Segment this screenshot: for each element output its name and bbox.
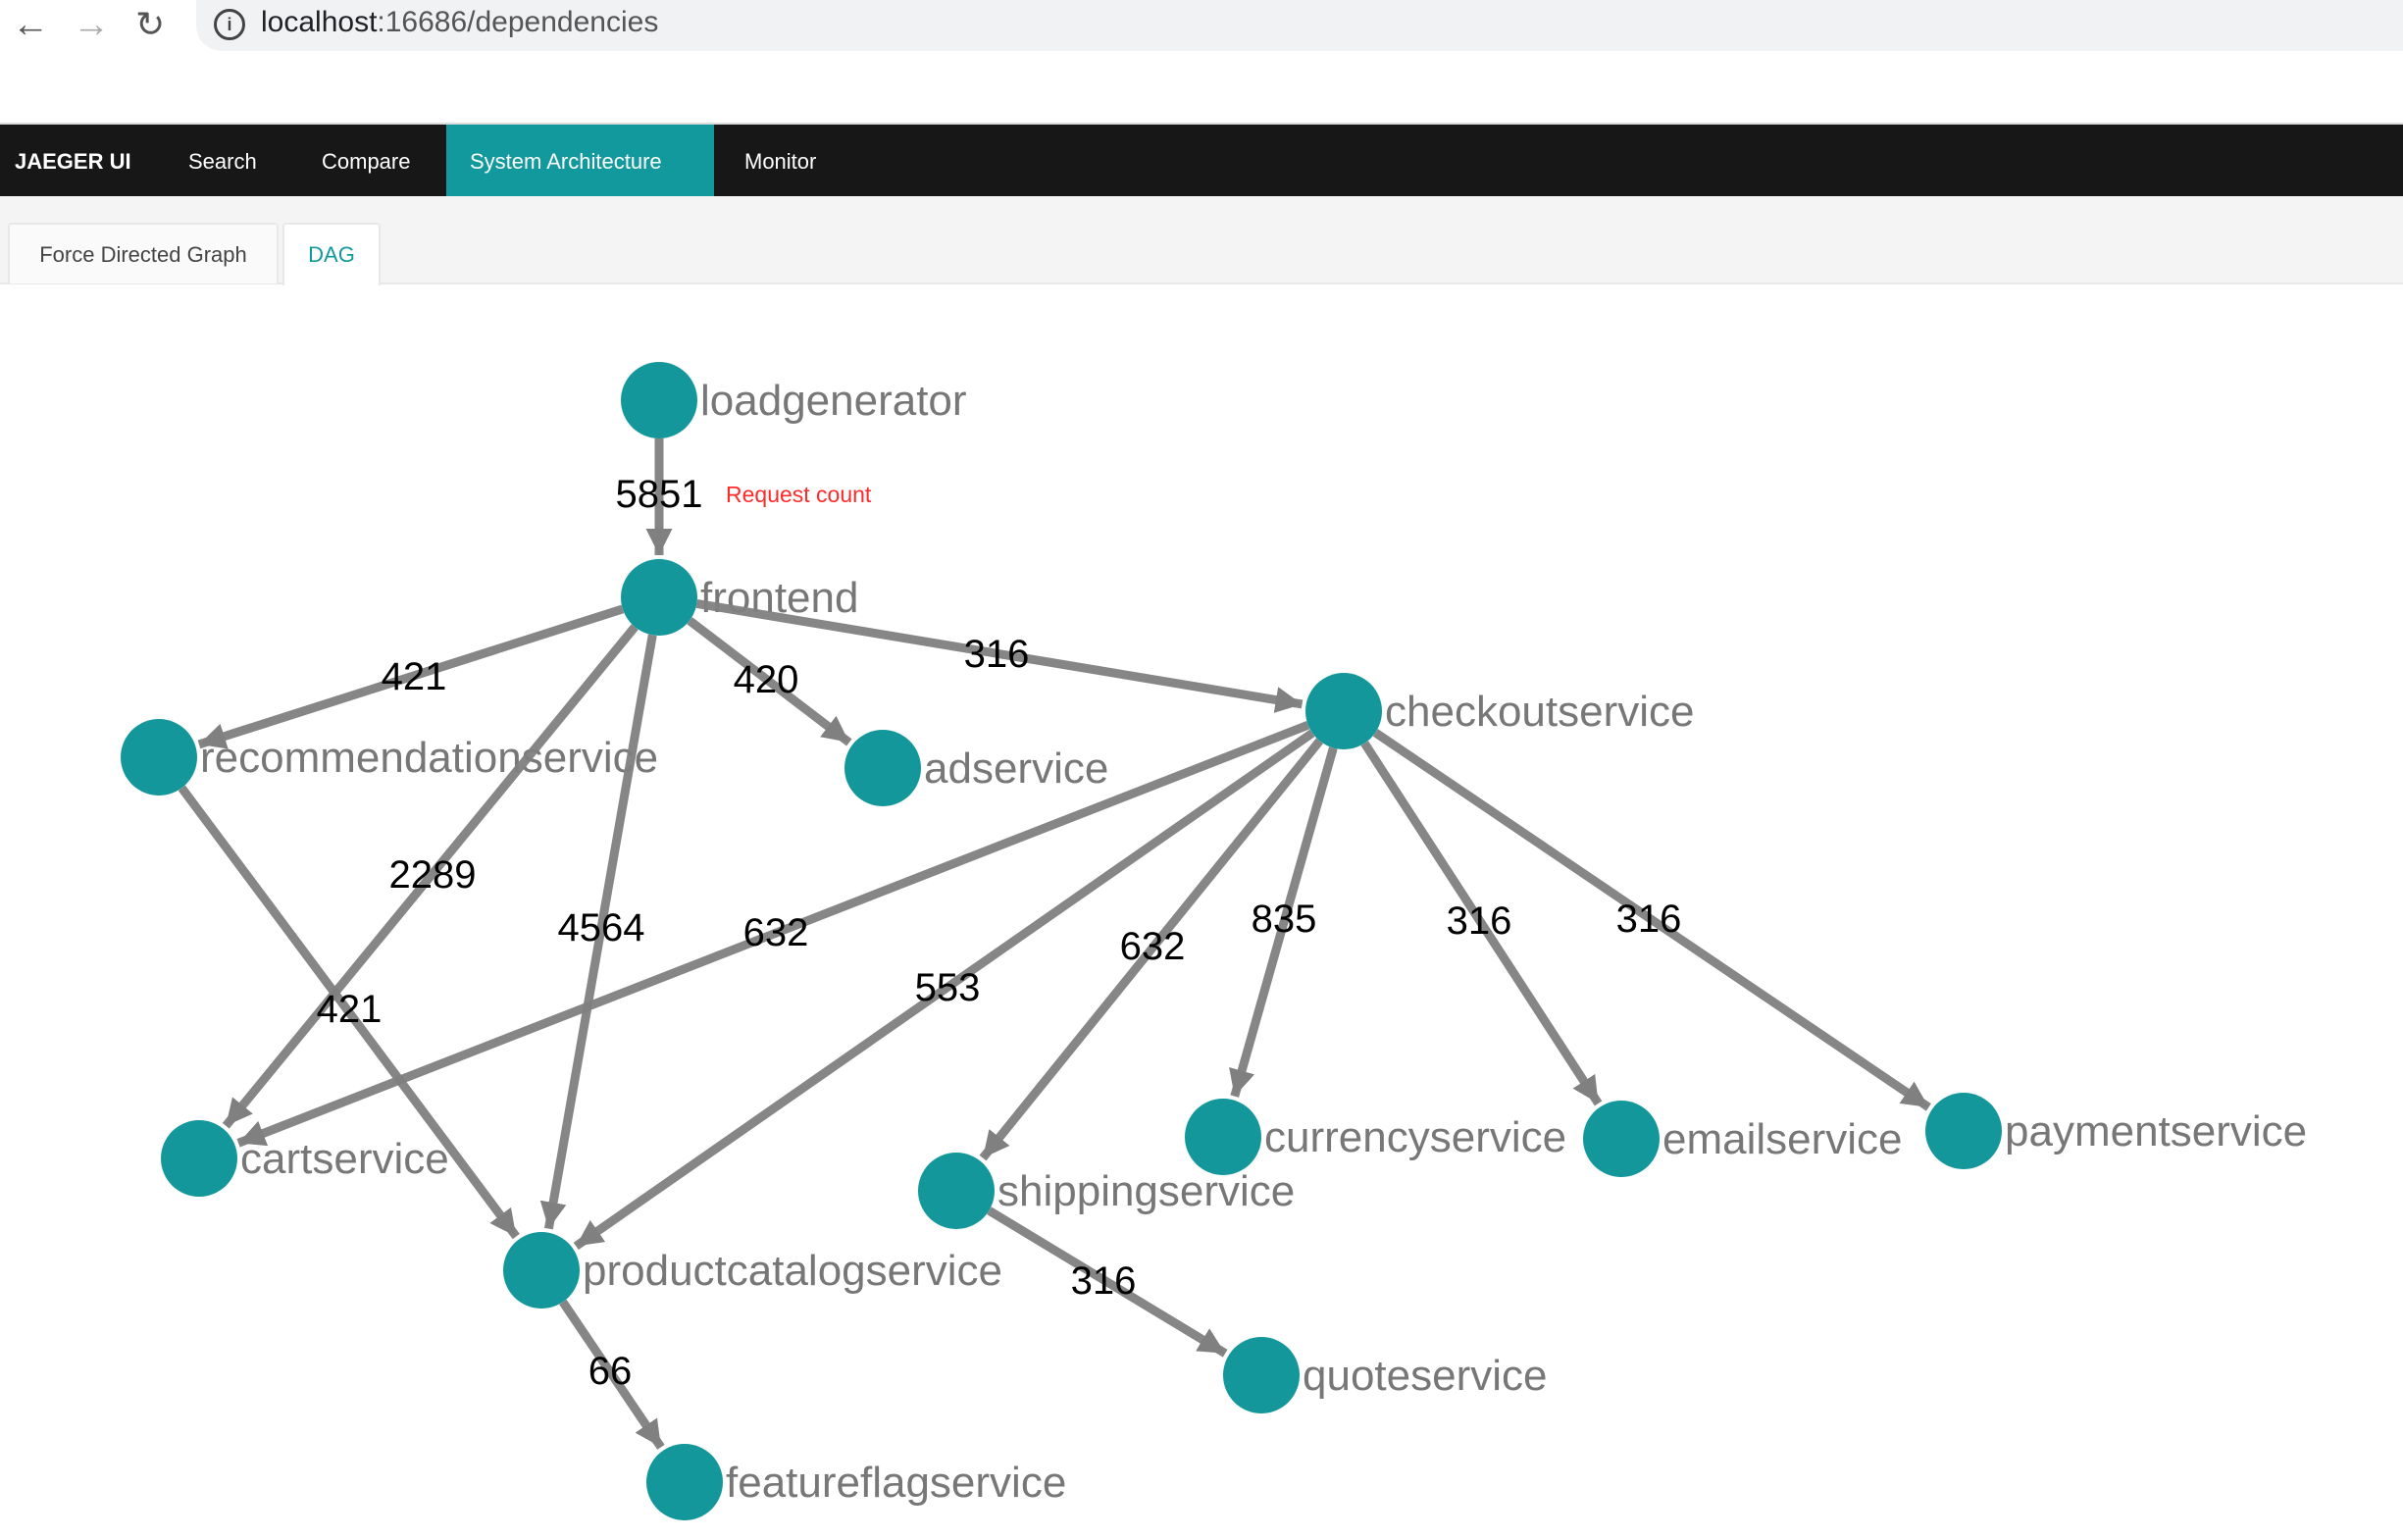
edge-count-label: 316: [1616, 898, 1682, 941]
edge-frontend-to-cartservice[interactable]: [222, 624, 639, 1129]
edge-count-label: 5851: [616, 473, 703, 516]
edge-count-label: 420: [734, 658, 799, 701]
url-host: localhost: [261, 6, 378, 38]
node-label-paymentservice: paymentservice: [2005, 1107, 2307, 1155]
edge-count-label: 632: [743, 911, 809, 954]
edge-count-label: 2289: [389, 853, 477, 897]
node-quoteservice[interactable]: [1223, 1337, 1300, 1413]
edge-count-label: 835: [1252, 898, 1317, 941]
node-paymentservice[interactable]: [1925, 1093, 2002, 1169]
node-label-featureflagservice: featureflagservice: [726, 1459, 1066, 1507]
tab-force-directed-graph[interactable]: Force Directed Graph: [8, 223, 279, 283]
node-emailservice[interactable]: [1583, 1101, 1660, 1177]
node-label-adservice: adservice: [924, 744, 1108, 793]
node-featureflagservice[interactable]: [646, 1444, 723, 1520]
edge-count-label: 316: [1447, 899, 1512, 943]
edge-checkoutservice-to-emailservice[interactable]: [1360, 741, 1603, 1106]
edge-frontend-to-adservice[interactable]: [687, 617, 852, 746]
arrow-left-icon[interactable]: ←: [12, 4, 49, 45]
node-label-checkoutservice: checkoutservice: [1385, 688, 1694, 736]
node-currencyservice[interactable]: [1185, 1099, 1261, 1175]
edge-checkoutservice-to-cartservice[interactable]: [236, 721, 1310, 1148]
tab-dag[interactable]: DAG: [282, 223, 381, 285]
node-shippingservice[interactable]: [918, 1153, 995, 1229]
node-label-productcatalogservice: productcatalogservice: [583, 1247, 1002, 1295]
node-label-recommendationservice: recommendationservice: [200, 734, 658, 782]
edge-count-label: 66: [588, 1350, 633, 1393]
node-label-cartservice: cartservice: [240, 1135, 449, 1183]
info-icon[interactable]: i: [214, 9, 245, 40]
node-label-quoteservice: quoteservice: [1303, 1352, 1547, 1400]
node-label-emailservice: emailservice: [1662, 1115, 1903, 1163]
dependency-dag[interactable]: loadgeneratorfrontendrecommendationservi…: [0, 284, 2403, 1540]
url-path: :16686/dependencies: [377, 6, 659, 38]
node-recommendationservice[interactable]: [121, 719, 197, 796]
nav-monitor[interactable]: Monitor: [744, 149, 817, 174]
nav-compare[interactable]: Compare: [322, 149, 411, 174]
browser-toolbar: ← → ↻ i localhost:16686/dependencies: [0, 0, 2403, 51]
brand-logo[interactable]: JAEGER UI: [15, 149, 131, 174]
reload-icon[interactable]: ↻: [135, 4, 166, 44]
node-frontend[interactable]: [621, 559, 697, 636]
edge-count-label: 421: [317, 988, 383, 1031]
edge-checkoutservice-to-productcatalogservice[interactable]: [573, 729, 1315, 1251]
address-bar[interactable]: [196, 0, 2403, 51]
edge-count-label: 316: [1071, 1259, 1137, 1303]
node-label-shippingservice: shippingservice: [997, 1167, 1295, 1215]
node-checkoutservice[interactable]: [1305, 673, 1382, 749]
edge-count-label: 553: [915, 966, 981, 1009]
edge-recommendationservice-to-productcatalogservice[interactable]: [178, 785, 520, 1240]
node-adservice[interactable]: [844, 730, 921, 806]
edge-checkoutservice-to-paymentservice[interactable]: [1372, 729, 1931, 1111]
node-label-currencyservice: currencyservice: [1264, 1113, 1566, 1161]
request-count-annotation: Request count: [726, 482, 872, 507]
edge-frontend-to-recommendationservice[interactable]: [197, 604, 625, 749]
edge-checkoutservice-to-shippingservice[interactable]: [979, 738, 1323, 1161]
top-nav: JAEGER UI Search Compare System Architec…: [0, 123, 2403, 198]
nav-search[interactable]: Search: [188, 149, 257, 174]
edge-count-label: 4564: [558, 906, 645, 950]
node-loadgenerator[interactable]: [621, 362, 697, 438]
edge-count-label: 421: [382, 655, 447, 698]
node-cartservice[interactable]: [161, 1120, 237, 1197]
node-productcatalogservice[interactable]: [503, 1232, 580, 1309]
node-label-loadgenerator: loadgenerator: [700, 377, 967, 425]
edge-frontend-to-checkoutservice[interactable]: [695, 598, 1304, 713]
edge-shippingservice-to-quoteservice[interactable]: [987, 1206, 1228, 1358]
view-tabs: Force Directed Graph DAG: [0, 196, 2403, 285]
edge-frontend-to-productcatalogservice[interactable]: [539, 634, 657, 1230]
edge-count-label: 632: [1120, 925, 1186, 968]
nav-system-architecture[interactable]: System Architecture: [446, 125, 714, 198]
edge-count-label: 316: [964, 633, 1030, 676]
edge-productcatalogservice-to-featureflagservice[interactable]: [559, 1299, 665, 1450]
arrow-right-icon[interactable]: →: [73, 4, 110, 45]
url-text[interactable]: localhost:16686/dependencies: [261, 6, 658, 39]
edge-checkoutservice-to-currencyservice[interactable]: [1229, 746, 1338, 1098]
